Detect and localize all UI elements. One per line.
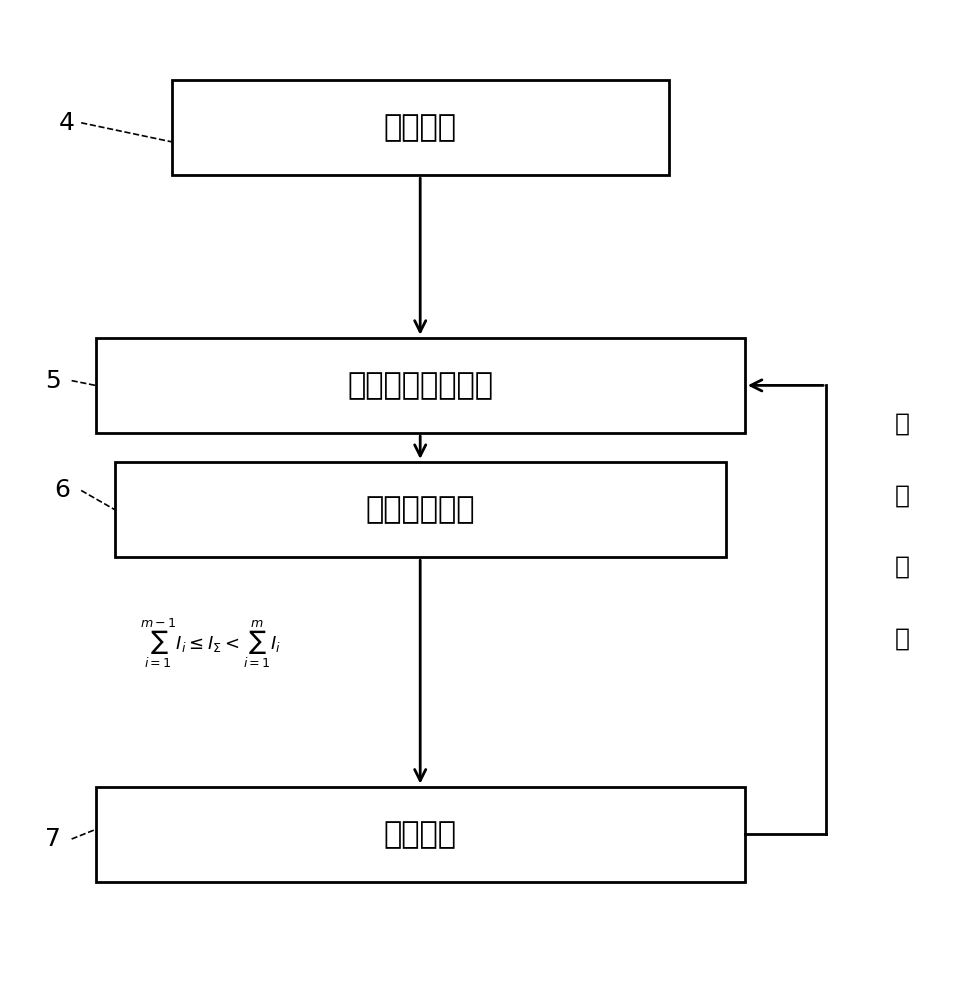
Text: 4: 4 [59,111,74,135]
Text: $\sum_{i=1}^{m-1} I_i \leq I_{\Sigma} < \sum_{i=1}^{m} I_i$: $\sum_{i=1}^{m-1} I_i \leq I_{\Sigma} < … [139,616,281,670]
Text: 7: 7 [45,827,60,851]
Text: 闭: 闭 [895,626,910,650]
FancyBboxPatch shape [115,462,726,557]
Text: 5: 5 [45,369,60,393]
Text: 电源单元: 电源单元 [384,113,456,142]
Text: 支: 支 [895,412,910,436]
FancyBboxPatch shape [96,787,745,882]
FancyBboxPatch shape [172,80,668,175]
FancyBboxPatch shape [96,338,745,433]
Text: 路: 路 [895,483,910,507]
Text: 脉冲宽度调制单元: 脉冲宽度调制单元 [348,371,493,400]
Text: 开: 开 [895,555,910,579]
Text: 控制单元: 控制单元 [384,820,456,849]
Text: 电流检测单元: 电流检测单元 [366,495,475,524]
Text: 6: 6 [54,478,70,502]
